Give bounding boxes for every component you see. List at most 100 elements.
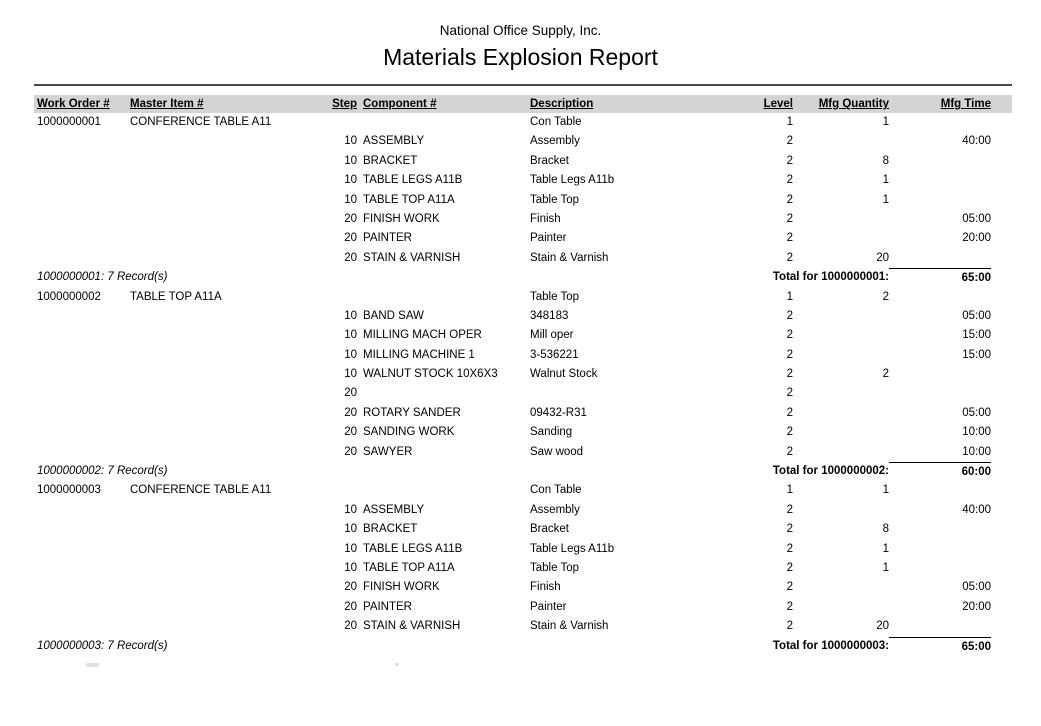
cell-component: TABLE LEGS A11B (363, 174, 463, 187)
cell-mfg-quantity: 1 (882, 542, 889, 555)
group-total-label: Total for 1000000001: (772, 271, 889, 284)
cell-master-item (130, 423, 314, 442)
cell-work-order (34, 346, 130, 365)
group-rows: 1000000002 TABLE TOP A11A Table Top 1 2 … (34, 288, 1012, 463)
cell-work-order (34, 152, 130, 171)
work-order-group: 1000000001 CONFERENCE TABLE A11 Con Tabl… (34, 113, 1012, 288)
cell-description: Finish (530, 212, 561, 225)
cell-mfg-quantity: 2 (882, 368, 889, 381)
cell-work-order: 1000000002 (37, 290, 101, 303)
cell-mfg-quantity: 1 (882, 193, 889, 206)
cell-mfg-time: 15:00 (962, 329, 991, 342)
cell-mfg-quantity: 1 (882, 484, 889, 497)
cell-work-order (34, 443, 130, 462)
report-body: 1000000001 CONFERENCE TABLE A11 Con Tabl… (34, 113, 1012, 656)
cell-work-order (34, 191, 130, 210)
column-header-description: Description (530, 98, 594, 110)
report-sheet: Work Order # Master Item # Step Componen… (34, 84, 1012, 656)
cell-step: 20 (344, 620, 357, 633)
cell-work-order (34, 307, 130, 326)
cell-mfg-time: 10:00 (962, 445, 991, 458)
cell-mfg-time: 10:00 (962, 426, 991, 439)
cell-description: Table Top (530, 561, 580, 574)
cell-component: PAINTER (363, 232, 412, 245)
cell-description: Con Table (530, 484, 582, 497)
table-row: 1000000002 TABLE TOP A11A Table Top 1 2 (34, 288, 1012, 307)
cell-level: 2 (786, 523, 793, 536)
cell-component: ROTARY SANDER (363, 406, 461, 419)
cell-level: 2 (786, 174, 793, 187)
cell-mfg-time: 05:00 (962, 212, 991, 225)
cell-mfg-time (889, 520, 991, 539)
cell-step (314, 113, 357, 132)
cell-step: 20 (344, 600, 357, 613)
cell-mfg-quantity (793, 229, 889, 248)
cell-description: Assembly (530, 135, 580, 148)
cell-level: 2 (786, 232, 793, 245)
table-row: 10 TABLE TOP A11A Table Top 2 1 (34, 559, 1012, 578)
cell-component: SANDING WORK (363, 426, 455, 439)
cell-step: 10 (344, 309, 357, 322)
cell-mfg-quantity: 8 (882, 154, 889, 167)
group-rows: 1000000001 CONFERENCE TABLE A11 Con Tabl… (34, 113, 1012, 268)
group-total-time: 60:00 (889, 462, 991, 482)
cell-master-item: CONFERENCE TABLE A11 (130, 116, 272, 128)
cell-master-item (130, 501, 314, 520)
table-row: 20 SAWYER Saw wood 2 10:00 (34, 443, 1012, 462)
cell-mfg-quantity: 1 (882, 116, 889, 128)
cell-master-item: CONFERENCE TABLE A11 (130, 484, 272, 497)
cell-step: 10 (344, 174, 357, 187)
cell-mfg-time: 40:00 (962, 503, 991, 516)
cell-step: 10 (344, 503, 357, 516)
cell-level: 2 (786, 581, 793, 594)
cell-step: 20 (344, 445, 357, 458)
cell-step: 20 (344, 387, 357, 400)
cell-component (357, 113, 530, 132)
group-rows: 1000000003 CONFERENCE TABLE A11 Con Tabl… (34, 481, 1012, 636)
cell-component: BAND SAW (363, 309, 424, 322)
cell-mfg-time: 05:00 (962, 581, 991, 594)
cell-mfg-quantity: 1 (882, 561, 889, 574)
cell-description: Table Legs A11b (530, 174, 615, 187)
cell-master-item (130, 210, 314, 229)
cell-work-order (34, 210, 130, 229)
group-total-time: 65:00 (889, 268, 991, 288)
cell-mfg-time (889, 617, 991, 636)
cell-mfg-time (889, 191, 991, 210)
cell-master-item (130, 384, 314, 403)
cell-description: Walnut Stock (530, 368, 598, 381)
cell-description: Painter (530, 600, 567, 613)
cell-mfg-quantity (793, 326, 889, 345)
cell-component: STAIN & VARNISH (363, 251, 461, 264)
cell-work-order (34, 249, 130, 268)
cell-component: TABLE TOP A11A (363, 561, 455, 574)
cell-description: Table Top (530, 193, 580, 206)
cell-description: Assembly (530, 503, 580, 516)
cell-step: 10 (344, 135, 357, 148)
table-row: 10 TABLE LEGS A11B Table Legs A11b 2 1 (34, 540, 1012, 559)
work-order-group: 1000000003 CONFERENCE TABLE A11 Con Tabl… (34, 481, 1012, 656)
table-row: 20 FINISH WORK Finish 2 05:00 (34, 578, 1012, 597)
cell-level: 2 (786, 387, 793, 400)
cell-master-item (130, 326, 314, 345)
materials-explosion-report: National Office Supply, Inc. Materials E… (34, 23, 1012, 667)
cell-step: 10 (344, 523, 357, 536)
cell-level: 1 (786, 484, 793, 497)
cell-step: 20 (344, 251, 357, 264)
column-header-step: Step (332, 98, 357, 110)
table-row: 10 WALNUT STOCK 10X6X3 Walnut Stock 2 2 (34, 365, 1012, 384)
cell-step (314, 481, 357, 500)
cell-level: 2 (786, 368, 793, 381)
cell-master-item: TABLE TOP A11A (130, 290, 222, 303)
table-row: 10 TABLE LEGS A11B Table Legs A11b 2 1 (34, 171, 1012, 190)
cell-step: 20 (344, 212, 357, 225)
cell-step: 10 (344, 348, 357, 361)
cell-description: Table Top (530, 290, 580, 303)
cell-work-order (34, 520, 130, 539)
cell-mfg-quantity: 2 (882, 290, 889, 303)
cell-master-item (130, 249, 314, 268)
cell-component: BRACKET (363, 523, 418, 536)
group-total-label: Total for 1000000002: (772, 465, 889, 478)
table-row: 20 PAINTER Painter 2 20:00 (34, 229, 1012, 248)
cell-work-order (34, 404, 130, 423)
